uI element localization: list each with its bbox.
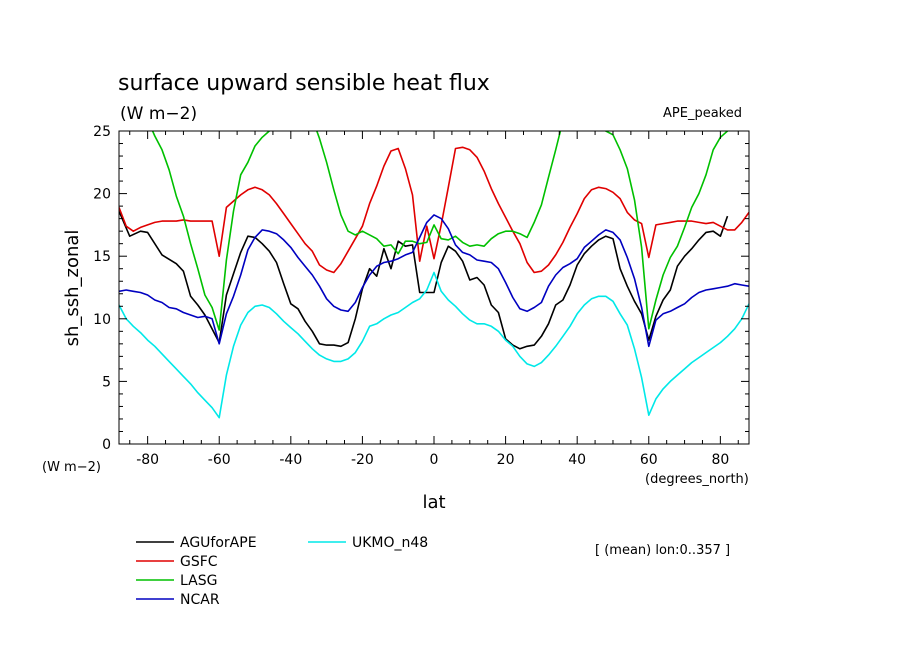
y-tick-label: 0 <box>102 437 111 453</box>
series-line-ukmo-n48 <box>119 271 749 419</box>
x-axis-units: (degrees_north) <box>645 472 749 487</box>
x-axis-label: lat <box>422 492 445 513</box>
x-tick-label: 0 <box>430 452 439 468</box>
series-line-ncar <box>119 214 749 348</box>
x-tick-label: 40 <box>568 452 586 468</box>
series-line-aguforape <box>119 210 729 350</box>
x-tick-label: -80 <box>136 452 159 468</box>
y-tick-label: 20 <box>93 187 111 203</box>
x-tick-label: -40 <box>279 452 302 468</box>
plot-frame <box>118 130 750 445</box>
y-tick-label: 5 <box>102 374 111 390</box>
legend: AGUforAPE GSFC LASG NCAR UKMO_n48 <box>136 535 428 608</box>
x-tick-label: -20 <box>351 452 374 468</box>
y-tick-label: 25 <box>93 124 111 140</box>
series-layer <box>119 131 749 419</box>
title-units: (W m−2) <box>120 104 197 124</box>
legend-label-ukmo-n48: UKMO_n48 <box>352 535 428 551</box>
series-line-gsfc <box>119 146 749 274</box>
x-tick-label: 20 <box>497 452 515 468</box>
y-tick-label: 10 <box>93 312 111 328</box>
x-tick-label: 80 <box>711 452 729 468</box>
run-label: APE_peaked <box>663 106 742 121</box>
x-tick-label: 60 <box>640 452 658 468</box>
averaging-note: [ (mean) lon:0..357 ] <box>595 543 730 558</box>
x-tick-label: -60 <box>208 452 231 468</box>
axes-layer: -80 -60 -40 -20 0 20 40 60 80 0 5 10 15 20 25 <box>93 124 749 468</box>
chart-title: surface upward sensible heat flux <box>118 71 490 96</box>
legend-label-gsfc: GSFC <box>180 554 218 570</box>
y-tick-label: 15 <box>93 249 111 265</box>
legend-label-aguforape: AGUforAPE <box>180 535 257 551</box>
y-axis-label: sh_ssh_zonal <box>62 230 83 347</box>
y-axis-units: (W m−2) <box>42 460 101 475</box>
legend-label-lasg: LASG <box>180 573 217 589</box>
series-line-lasg <box>151 131 729 331</box>
legend-label-ncar: NCAR <box>180 592 220 608</box>
